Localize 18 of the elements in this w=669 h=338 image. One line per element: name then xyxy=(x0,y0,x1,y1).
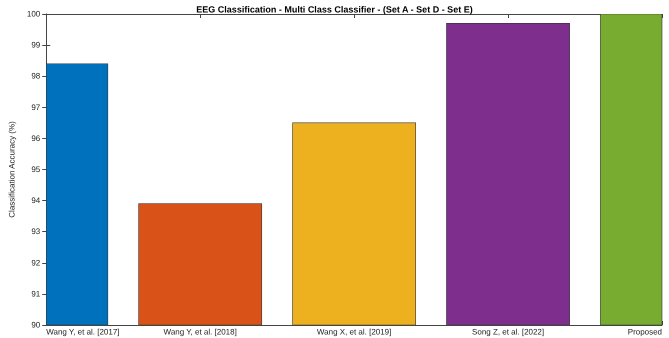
y-tick-label: 90 xyxy=(31,320,41,330)
y-tick-label: 94 xyxy=(31,196,41,206)
y-tick-label: 100 xyxy=(26,10,41,18)
y-tick-label: 92 xyxy=(31,258,41,268)
y-tick-label: 96 xyxy=(31,134,41,143)
y-tick-label: 95 xyxy=(31,165,41,174)
y-tick-label: 93 xyxy=(31,227,41,236)
x-tick-label: Wang Y, et al. [2018] xyxy=(164,328,237,336)
y-tick-label: 97 xyxy=(31,102,41,112)
y-tick-label: 91 xyxy=(31,289,41,298)
x-tick-label: Song Z, et al. [2022] xyxy=(472,328,544,336)
y-axis-title: Classification Accuracy (%) xyxy=(8,120,16,218)
y-tick-label: 99 xyxy=(31,40,41,50)
x-tick-label: Wang Y, et al. [2017] xyxy=(46,328,120,336)
y-tick-label: 98 xyxy=(31,72,41,81)
x-tick-label: Wang X, et al. [2019] xyxy=(316,328,392,336)
x-tick-label: Proposed xyxy=(628,328,662,336)
chart-title: EEG Classification - Multi Class Classifier - (Set A - Set D - Set E) xyxy=(196,4,473,14)
